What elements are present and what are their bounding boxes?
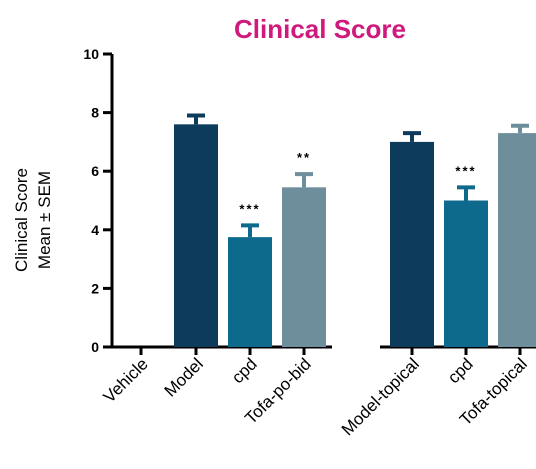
y-axis-label-line2: Mean ± SEM	[35, 171, 54, 269]
y-tick-label: 10	[83, 46, 99, 62]
bar	[390, 141, 434, 347]
bar	[174, 124, 218, 347]
x-tick-label: Vehicle	[100, 354, 152, 406]
x-tick-label: Model-topical	[338, 354, 423, 439]
chart-title: Clinical Score	[234, 14, 406, 44]
bar	[282, 187, 326, 347]
significance-label: **	[297, 150, 311, 165]
bar	[498, 133, 536, 347]
bars	[174, 113, 536, 347]
y-tick-label: 6	[91, 163, 99, 179]
x-tick-label: cpd	[228, 354, 261, 387]
x-tick-label: Model	[161, 354, 207, 400]
x-tick-label: cpd	[444, 354, 477, 387]
bar	[228, 237, 272, 347]
y-tick-label: 4	[91, 222, 99, 238]
significance-label: ***	[239, 201, 260, 216]
y-axis-label-line1: Clinical Score	[12, 168, 31, 272]
y-tick-label: 0	[91, 339, 99, 355]
y-tick-label: 8	[91, 105, 99, 121]
y-tick-label: 2	[91, 280, 99, 296]
bar	[444, 200, 488, 347]
significance-label: ***	[455, 163, 476, 178]
